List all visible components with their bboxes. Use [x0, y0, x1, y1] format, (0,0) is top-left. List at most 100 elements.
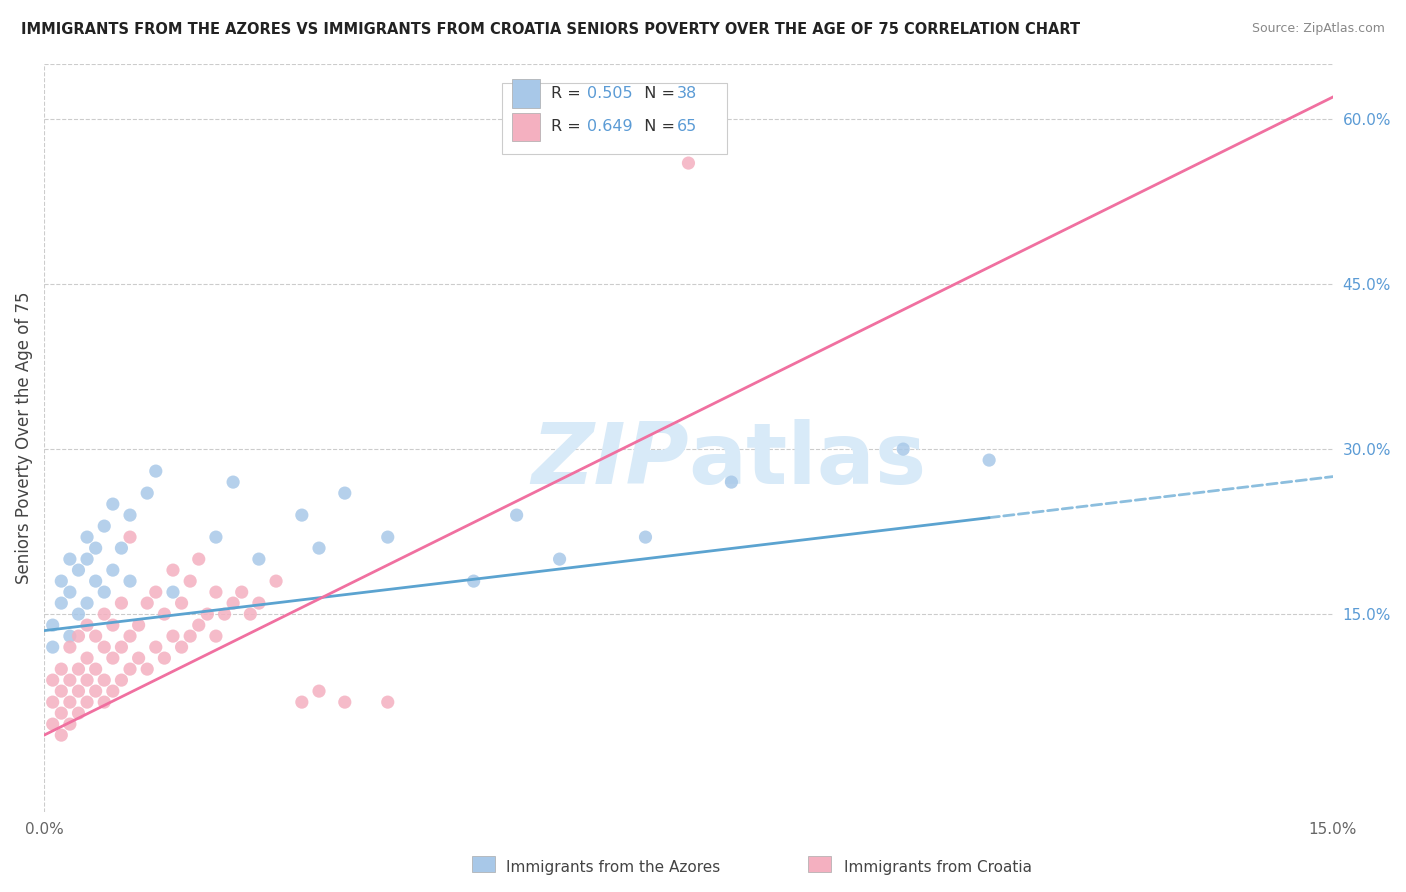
Point	[59, 695, 82, 709]
Point	[101, 684, 124, 698]
Point	[101, 563, 124, 577]
Point	[136, 596, 159, 610]
Point	[59, 585, 82, 599]
Point	[76, 596, 98, 610]
Point	[41, 640, 63, 654]
Point	[162, 629, 184, 643]
Point	[264, 574, 287, 588]
FancyBboxPatch shape	[502, 83, 727, 153]
Point	[118, 574, 141, 588]
Point	[548, 552, 571, 566]
Point	[76, 651, 98, 665]
Text: R =: R =	[551, 86, 585, 101]
Point	[205, 585, 228, 599]
Point	[110, 640, 132, 654]
Text: IMMIGRANTS FROM THE AZORES VS IMMIGRANTS FROM CROATIA SENIORS POVERTY OVER THE A: IMMIGRANTS FROM THE AZORES VS IMMIGRANTS…	[21, 22, 1080, 37]
Point	[205, 629, 228, 643]
Point	[76, 673, 98, 687]
Point	[136, 486, 159, 500]
Point	[308, 541, 330, 555]
Point	[59, 640, 82, 654]
Point	[179, 574, 201, 588]
Point	[214, 607, 236, 621]
Text: N =: N =	[634, 120, 681, 135]
Point	[67, 662, 90, 676]
Point	[93, 695, 115, 709]
Point	[145, 640, 167, 654]
Point	[205, 530, 228, 544]
Text: R =: R =	[551, 120, 585, 135]
Point	[67, 706, 90, 720]
Text: atlas: atlas	[689, 419, 927, 502]
Point	[76, 552, 98, 566]
Point	[222, 596, 245, 610]
Point	[128, 651, 150, 665]
Text: 0.649: 0.649	[586, 120, 633, 135]
Point	[67, 607, 90, 621]
Bar	[512, 79, 540, 108]
Point	[110, 596, 132, 610]
Point	[41, 717, 63, 731]
Point	[179, 629, 201, 643]
Point	[101, 651, 124, 665]
Point	[67, 563, 90, 577]
Point	[291, 695, 314, 709]
Point	[67, 684, 90, 698]
Text: Immigrants from Croatia: Immigrants from Croatia	[844, 860, 1032, 874]
Point	[128, 618, 150, 632]
Point	[231, 585, 253, 599]
Point	[153, 607, 176, 621]
Bar	[512, 112, 540, 141]
Point	[51, 728, 73, 742]
Point	[110, 673, 132, 687]
Text: Source: ZipAtlas.com: Source: ZipAtlas.com	[1251, 22, 1385, 36]
Point	[170, 596, 193, 610]
Point	[84, 629, 107, 643]
Bar	[472, 856, 495, 872]
Point	[634, 530, 657, 544]
Bar	[808, 856, 831, 872]
Point	[333, 695, 356, 709]
Point	[76, 695, 98, 709]
Point	[162, 585, 184, 599]
Point	[118, 662, 141, 676]
Text: ZIP: ZIP	[531, 419, 689, 502]
Point	[170, 640, 193, 654]
Text: Immigrants from the Azores: Immigrants from the Azores	[506, 860, 720, 874]
Point	[463, 574, 485, 588]
Point	[222, 475, 245, 489]
Point	[377, 695, 399, 709]
Point	[247, 596, 270, 610]
Point	[93, 640, 115, 654]
Point	[333, 486, 356, 500]
Point	[84, 574, 107, 588]
Point	[101, 618, 124, 632]
Point	[51, 596, 73, 610]
Point	[76, 530, 98, 544]
Point	[51, 662, 73, 676]
Point	[110, 541, 132, 555]
Text: 65: 65	[676, 120, 697, 135]
Point	[59, 552, 82, 566]
Point	[720, 475, 742, 489]
Point	[93, 673, 115, 687]
Point	[195, 607, 218, 621]
Point	[84, 684, 107, 698]
Point	[41, 695, 63, 709]
Point	[84, 662, 107, 676]
Y-axis label: Seniors Poverty Over the Age of 75: Seniors Poverty Over the Age of 75	[15, 292, 32, 584]
Point	[51, 684, 73, 698]
Point	[41, 618, 63, 632]
Point	[93, 607, 115, 621]
Point	[162, 563, 184, 577]
Point	[153, 651, 176, 665]
Point	[247, 552, 270, 566]
Text: 0.505: 0.505	[586, 86, 633, 101]
Point	[145, 464, 167, 478]
Point	[59, 629, 82, 643]
Point	[76, 618, 98, 632]
Point	[678, 156, 700, 170]
Text: N =: N =	[634, 86, 681, 101]
Point	[136, 662, 159, 676]
Point	[505, 508, 527, 522]
